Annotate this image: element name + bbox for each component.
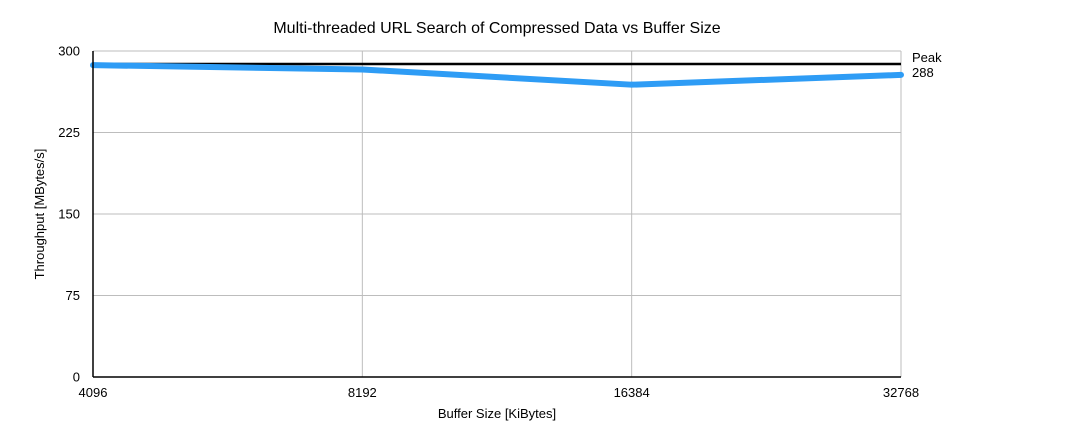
- y-tick-label: 75: [66, 288, 80, 303]
- y-tick-label: 300: [58, 44, 80, 59]
- x-tick-label: 32768: [883, 385, 919, 400]
- series-layer: [90, 62, 904, 88]
- y-tick-label: 150: [58, 207, 80, 222]
- x-tick-label: 4096: [79, 385, 108, 400]
- y-tick-label: 0: [73, 370, 80, 385]
- x-axis-title: Buffer Size [KiBytes]: [438, 406, 556, 421]
- x-tick-label: 16384: [614, 385, 650, 400]
- chart-title: Multi-threaded URL Search of Compressed …: [273, 20, 720, 37]
- x-tick-label: 8192: [348, 385, 377, 400]
- peak-value-label: 288: [912, 65, 934, 80]
- data-point: [898, 71, 904, 78]
- gridlines: [93, 50, 902, 377]
- data-point: [628, 81, 635, 88]
- axes: [92, 51, 901, 378]
- data-point: [359, 66, 366, 73]
- throughput-series-line: [92, 62, 902, 88]
- y-axis-title: Throughput [MBytes/s]: [32, 149, 47, 280]
- peak-label: Peak: [912, 50, 942, 65]
- y-tick-label: 225: [58, 125, 80, 140]
